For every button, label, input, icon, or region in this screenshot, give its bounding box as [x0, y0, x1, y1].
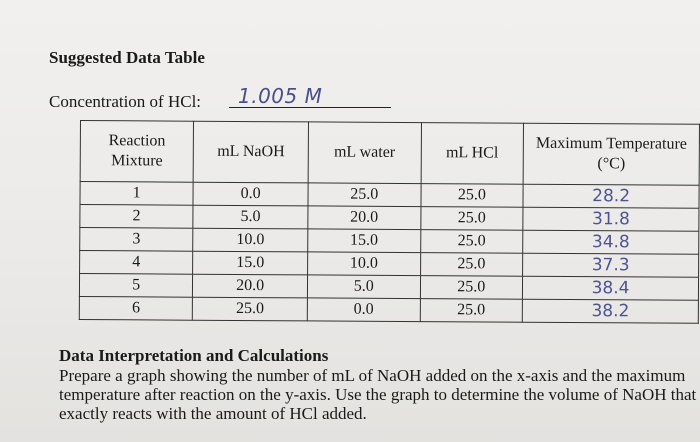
table-header-row: Reaction Mixture mL NaOH mL water mL HCl… — [80, 120, 700, 186]
cell-naoh: 0.0 — [193, 182, 309, 206]
cell-temperature: 38.4 — [522, 276, 699, 301]
concentration-value: 1.005 M — [238, 84, 323, 108]
cell-water: 0.0 — [307, 297, 420, 322]
header-ml-hcl: mL HCl — [420, 122, 524, 185]
cell-mixture: 1 — [79, 181, 194, 206]
cell-hcl: 25.0 — [420, 183, 524, 208]
cell-naoh: 20.0 — [192, 274, 308, 298]
cell-water: 15.0 — [307, 228, 421, 253]
cell-temperature: 28.2 — [523, 184, 700, 209]
cell-naoh: 25.0 — [192, 297, 308, 321]
section-heading: Data Interpretation and Calculations — [59, 346, 329, 365]
cell-mixture: 4 — [79, 250, 194, 275]
cell-hcl: 25.0 — [420, 252, 523, 277]
cell-naoh: 5.0 — [193, 205, 308, 229]
cell-mixture: 5 — [79, 273, 193, 298]
concentration-label: Concentration of HCl: — [49, 92, 202, 111]
cell-mixture: 6 — [79, 296, 193, 321]
instructions-paragraph: Prepare a graph showing the number of mL… — [59, 366, 697, 423]
cell-mixture: 2 — [79, 204, 194, 229]
cell-water: 20.0 — [307, 205, 421, 230]
table-heading: Suggested Data Table — [49, 48, 205, 67]
header-ml-naoh: mL NaOH — [193, 121, 309, 183]
cell-water: 25.0 — [307, 182, 421, 207]
header-ml-water: mL water — [308, 121, 422, 184]
cell-hcl: 25.0 — [419, 275, 523, 300]
cell-hcl: 25.0 — [420, 206, 524, 231]
data-table: Reaction Mixture mL NaOH mL water mL HCl… — [79, 120, 700, 324]
cell-naoh: 15.0 — [192, 251, 308, 275]
cell-temperature: 31.8 — [522, 207, 699, 232]
cell-water: 10.0 — [307, 251, 421, 276]
cell-hcl: 25.0 — [420, 229, 523, 254]
cell-temperature: 38.2 — [522, 299, 699, 324]
cell-hcl: 25.0 — [419, 298, 523, 323]
cell-temperature: 34.8 — [522, 230, 699, 255]
concentration-answer-line — [229, 107, 391, 108]
cell-naoh: 10.0 — [193, 228, 308, 252]
table-row: 6 25.0 0.0 25.0 38.2 — [79, 296, 699, 324]
header-reaction-mixture: Reaction Mixture — [80, 120, 194, 183]
cell-temperature: 37.3 — [522, 253, 699, 278]
cell-mixture: 3 — [79, 227, 194, 252]
header-max-temperature: Maximum Temperature (°C) — [523, 123, 700, 186]
cell-water: 5.0 — [307, 274, 421, 299]
